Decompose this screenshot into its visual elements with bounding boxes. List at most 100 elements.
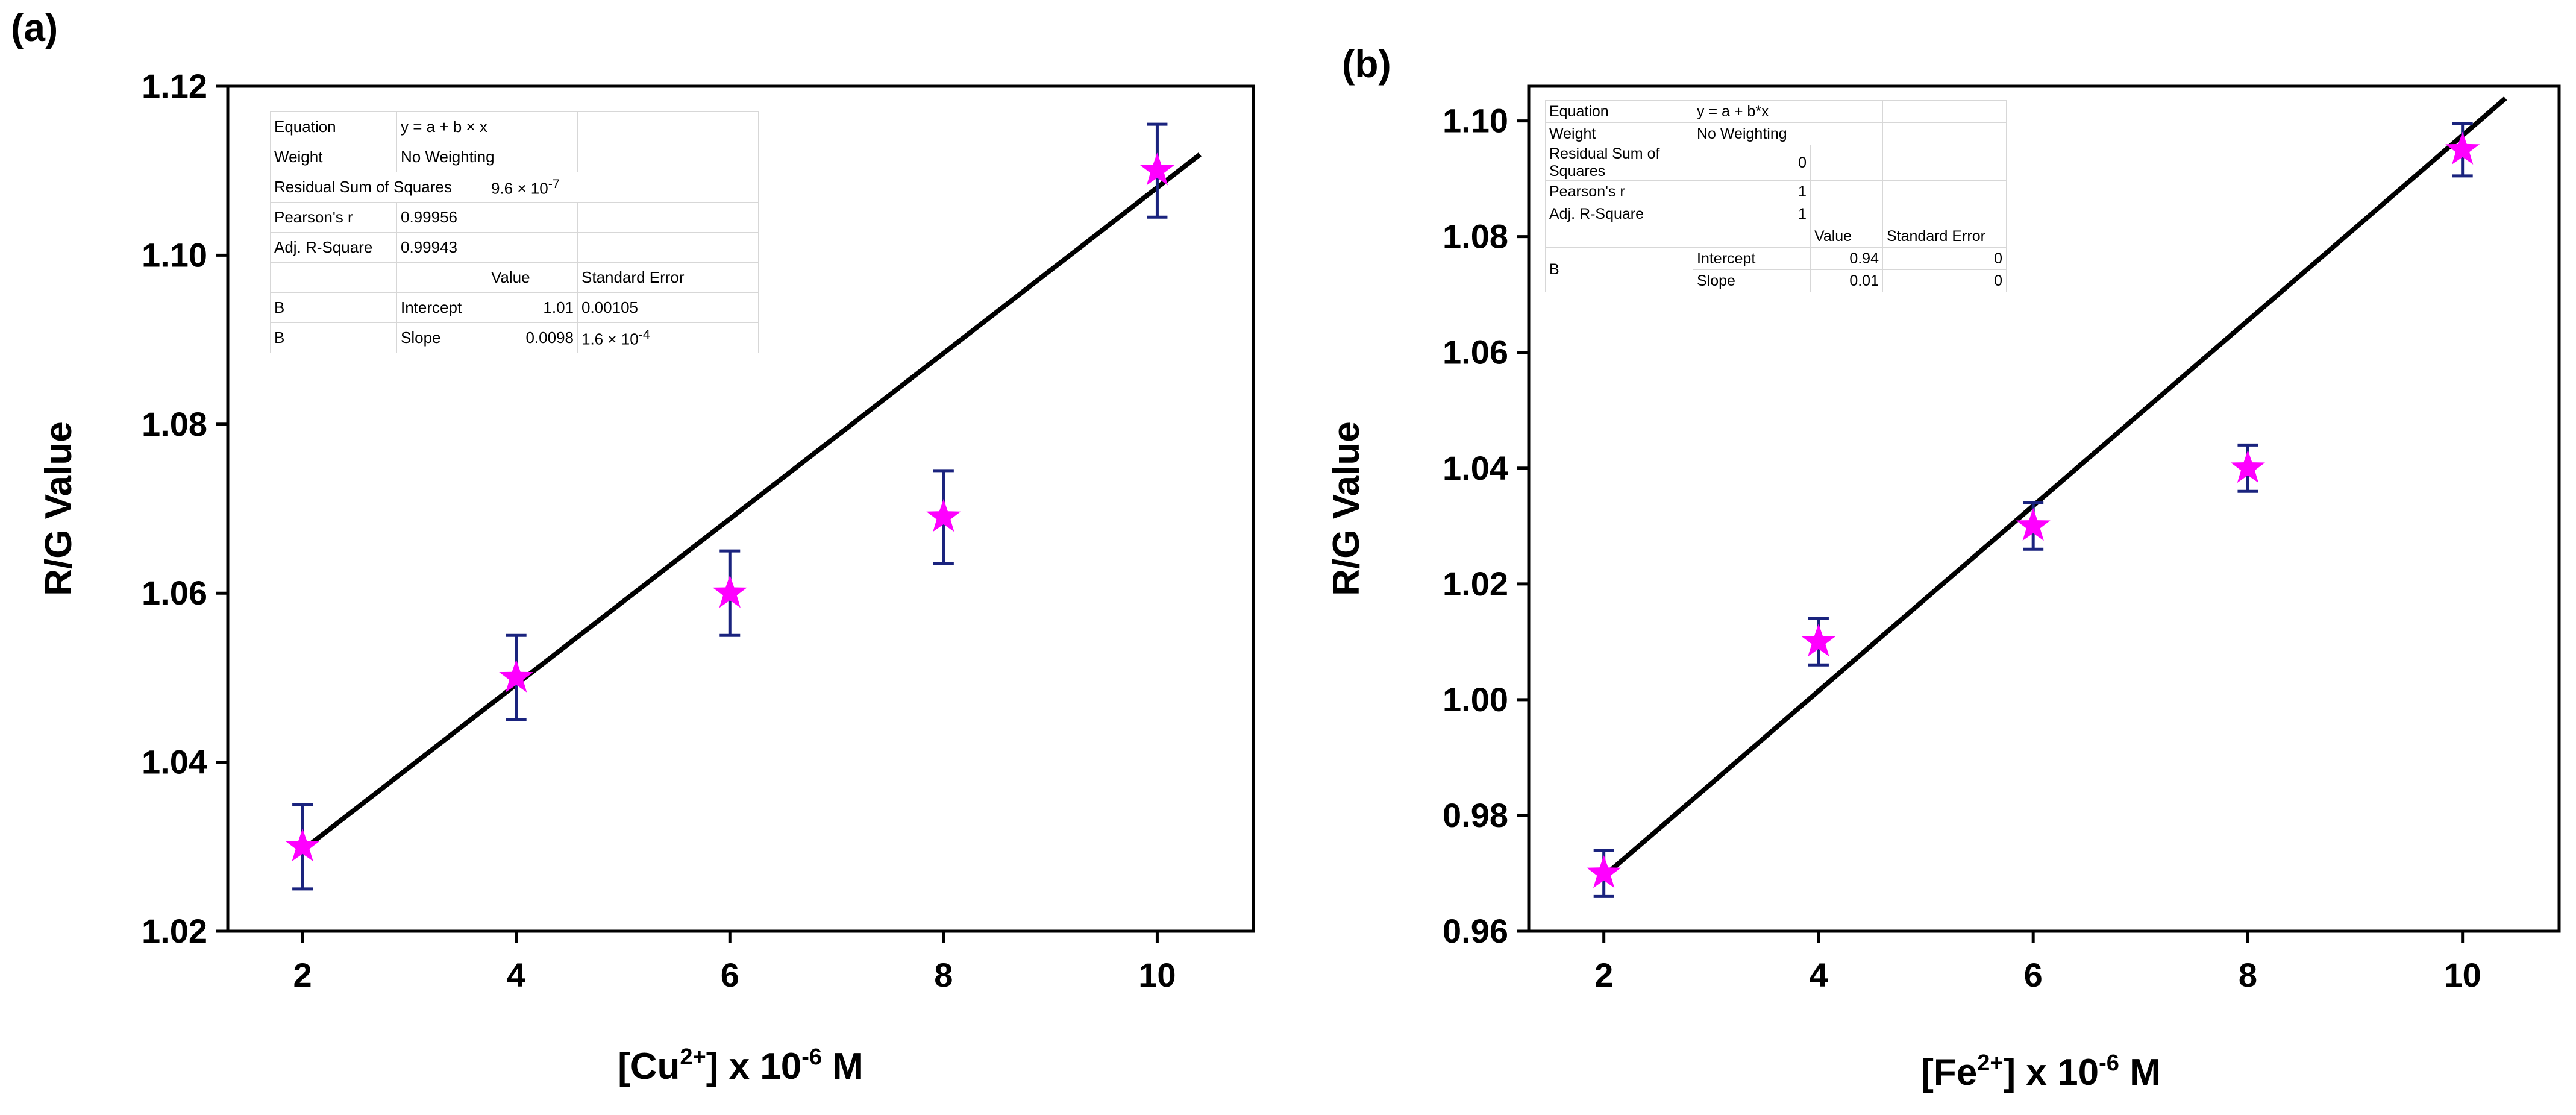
panel-label-b: (b) — [1342, 42, 1391, 86]
intercept-label: Intercept — [396, 292, 487, 323]
fit-results-table-a: Equation y = a + b × x Weight No Weighti… — [270, 111, 759, 353]
chart-a-svg: (a) 2 4 6 8 10 1.02 1.04 1.06 1.08 1.10 1.12 R/G V… — [11, 6, 1255, 1087]
intercept-label: Intercept — [1693, 247, 1811, 270]
intercept-value: 0.94 — [1810, 247, 1883, 270]
data-point-star — [2016, 507, 2051, 541]
x-tick-label: 6 — [2024, 956, 2043, 994]
y-tick-label: 0.96 — [1443, 912, 1508, 950]
chart-b-svg: (b) 2 4 6 8 100.960.981.001.021.041.061.081.… — [1326, 42, 2561, 1093]
y-tick-label: 1.04 — [1443, 449, 1508, 487]
equation-value: y = a + b × x — [396, 111, 578, 142]
rss-value: 0 — [1693, 145, 1811, 181]
table-row: Value Standard Error — [270, 262, 759, 293]
table-row: B Slope 0.0098 1.6 × 10-4 — [270, 322, 759, 353]
x-tick-label: 2 — [1594, 956, 1613, 994]
x-tick-label: 10 — [2444, 956, 2481, 994]
weight-value: No Weighting — [396, 142, 578, 172]
data-point-star — [2230, 450, 2265, 483]
weight-label: Weight — [1545, 122, 1693, 145]
x-tick-label: 4 — [507, 956, 525, 994]
data-point-star — [712, 575, 747, 608]
data-point-star — [1587, 855, 1622, 888]
table-row: Weight No Weighting — [1545, 122, 2007, 145]
y-tick-label: 1.06 — [142, 574, 207, 612]
slope-value: 0.0098 — [487, 322, 578, 353]
slope-value: 0.01 — [1810, 269, 1883, 292]
y-tick-label: 1.02 — [1443, 565, 1508, 603]
data-point-star — [2445, 131, 2480, 165]
x-tick-label: 8 — [934, 956, 953, 994]
data-point-star — [499, 659, 534, 693]
stderr-header: Standard Error — [1882, 225, 2007, 248]
x-tick-label: 10 — [1138, 956, 1176, 994]
intercept-value: 1.01 — [487, 292, 578, 323]
weight-label: Weight — [270, 142, 397, 172]
value-header: Value — [487, 262, 578, 293]
table-row: Slope 0.01 0 — [1546, 269, 2007, 292]
plot-frame-b — [1527, 84, 2561, 933]
y-tick-label: 1.08 — [142, 405, 207, 443]
adj-r-square-value: 0.99943 — [396, 232, 487, 263]
fit-results-table-b: Equation y = a + b*x Weight No Weighting… — [1545, 100, 2007, 292]
table-row: B Intercept 0.94 0 — [1545, 247, 2007, 292]
y-axis-label-a: R/G Value — [38, 421, 80, 595]
intercept-error: 0.00105 — [577, 292, 759, 323]
x-tick-label: 8 — [2239, 956, 2257, 994]
y-tick-label: 1.06 — [1443, 333, 1508, 371]
y-tick-label: 1.04 — [142, 743, 207, 781]
slope-label: Slope — [396, 322, 487, 353]
pearson-label: Pearson's r — [270, 202, 397, 233]
rss-value: 9.6 × 10-7 — [487, 172, 759, 203]
table-row: Weight No Weighting — [270, 142, 759, 172]
slope-error: 1.6 × 10-4 — [577, 322, 759, 353]
adj-r-square-label: Adj. R-Square — [270, 232, 397, 263]
slope-label: Slope — [1693, 269, 1811, 292]
y-tick-label: 1.00 — [1443, 680, 1508, 718]
data-point-star — [1801, 623, 1836, 657]
y-tick-label: 1.02 — [142, 912, 207, 950]
chart-panel-b: (b) 2 4 6 8 10 0.96 0.98 1.00 1.02 1.04 1.06 1.08 1.… — [1288, 0, 2576, 1115]
data-point-star — [285, 828, 320, 862]
linear-fit-line — [301, 152, 1202, 852]
x-axis-label-b: [Fe2+] x 10-6 M — [1921, 1051, 2161, 1093]
table-row: Adj. R-Square 0.99943 — [270, 232, 759, 263]
stderr-header: Standard Error — [577, 262, 759, 293]
table-row: Equation y = a + b*x — [1545, 100, 2007, 123]
pearson-value: 0.99956 — [396, 202, 487, 233]
data-point-star — [926, 499, 961, 532]
equation-label: Equation — [1545, 100, 1693, 123]
panel-label-a: (a) — [11, 6, 58, 49]
y-tick-label: 0.98 — [1443, 796, 1508, 834]
row-name: B — [270, 292, 397, 323]
pearson-value: 1 — [1693, 180, 1811, 203]
data-point-star — [1139, 152, 1174, 186]
value-header: Value — [1810, 225, 1883, 248]
adj-r-square-value: 1 — [1693, 203, 1811, 225]
row-name: B — [270, 322, 397, 353]
y-tick-label: 1.12 — [142, 67, 207, 105]
x-tick-label: 2 — [293, 956, 312, 994]
plot-frame-a — [226, 84, 1255, 933]
linear-fit-line — [1602, 96, 2507, 878]
slope-error: 0 — [1882, 269, 2007, 292]
weight-value: No Weighting — [1693, 122, 1883, 145]
pearson-label: Pearson's r — [1545, 180, 1693, 203]
y-tick-label: 1.10 — [142, 236, 207, 274]
equation-label: Equation — [270, 111, 397, 142]
table-row: Value Standard Error — [1545, 225, 2007, 248]
x-axis-label-a: [Cu2+] x 10-6 M — [618, 1044, 863, 1087]
table-row: Adj. R-Square 1 — [1545, 203, 2007, 225]
x-tick-label: 6 — [721, 956, 739, 994]
table-row: Pearson's r 0.99956 — [270, 202, 759, 233]
y-tick-label: 1.10 — [1443, 102, 1508, 140]
table-row: Residual Sum of Squares 9.6 × 10-7 — [270, 172, 759, 203]
table-row: B Intercept 1.01 0.00105 — [270, 292, 759, 323]
chart-panel-a: (a) 2 4 6 8 10 1.02 1.04 1.06 1.08 1.10 1.12 R/G V… — [11, 6, 1255, 1087]
row-name: B — [1545, 247, 1693, 292]
intercept-error: 0 — [1882, 247, 2007, 270]
table-row: Residual Sum of Squares 0 — [1545, 145, 2007, 181]
y-axis-label-b: R/G Value — [1326, 421, 1367, 595]
y-tick-label: 1.08 — [1443, 218, 1508, 256]
rss-label: Residual Sum of Squares — [270, 172, 487, 203]
rss-label: Residual Sum of Squares — [1545, 145, 1693, 181]
